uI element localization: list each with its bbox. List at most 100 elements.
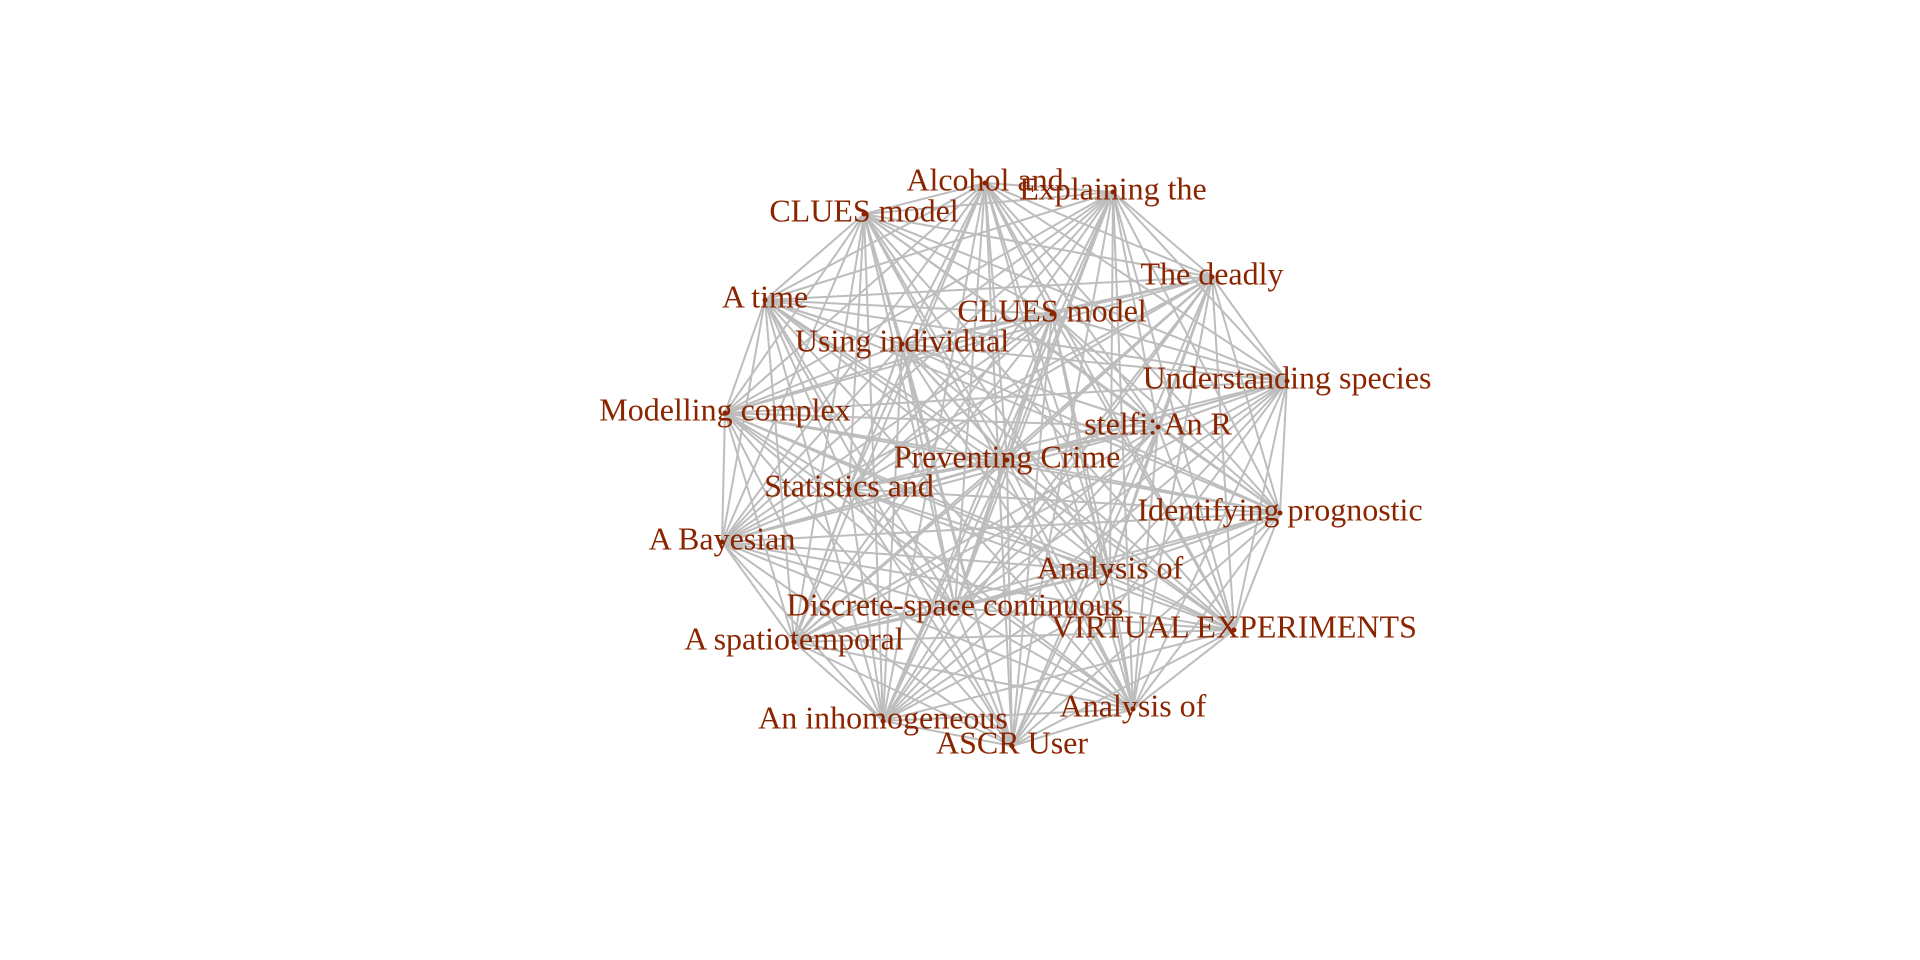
edge-n06-n21 bbox=[1011, 313, 1053, 747]
edge-n03-n12 bbox=[848, 213, 865, 490]
edge-n08-n21 bbox=[1011, 380, 1288, 747]
edge-n08-n18 bbox=[793, 380, 1288, 643]
edge-n11-n20 bbox=[882, 459, 1008, 722]
edge-n09-n20 bbox=[724, 412, 884, 722]
node-point bbox=[1231, 627, 1237, 633]
edge-n13-n19 bbox=[1132, 512, 1281, 710]
edge-n10-n14 bbox=[721, 426, 1159, 543]
node-label: A spatiotemporal bbox=[684, 620, 904, 656]
edge-n04-n17 bbox=[1211, 276, 1235, 631]
edge-n13-n14 bbox=[721, 512, 1281, 543]
edge-n12-n16 bbox=[848, 488, 956, 609]
edge-n17-n18 bbox=[793, 629, 1235, 643]
node-point bbox=[1130, 706, 1136, 712]
edge-n11-n21 bbox=[1006, 459, 1013, 747]
edge-n16-n17 bbox=[954, 607, 1235, 631]
edge-n10-n19 bbox=[1132, 426, 1159, 710]
edge-n13-n15 bbox=[1109, 512, 1281, 572]
edge-n08-n12 bbox=[848, 380, 1288, 490]
edge-n16-n21 bbox=[954, 607, 1013, 747]
edge-n15-n20 bbox=[882, 570, 1111, 722]
edge-n14-n17 bbox=[721, 541, 1235, 631]
edge-n12-n15 bbox=[848, 488, 1111, 572]
edge-n03-n05 bbox=[764, 213, 865, 301]
node-point bbox=[1107, 568, 1113, 574]
edge-n03-n04 bbox=[863, 213, 1213, 278]
edge-n03-n14 bbox=[721, 213, 865, 543]
edge-n03-n09 bbox=[724, 213, 865, 414]
node-label: Discrete-space continuous bbox=[787, 586, 1124, 622]
node-point bbox=[1009, 743, 1015, 749]
edge-n09-n12 bbox=[724, 412, 850, 490]
edge-n15-n21 bbox=[1011, 570, 1111, 747]
node-point bbox=[861, 211, 867, 217]
node-label: CLUES model bbox=[769, 192, 958, 228]
node-point bbox=[722, 410, 728, 416]
edge-n08-n15 bbox=[1109, 380, 1288, 572]
edge-n11-n12 bbox=[848, 459, 1008, 490]
node-label: A time bbox=[722, 278, 808, 314]
edge-n06-n10 bbox=[1051, 313, 1159, 428]
node-point bbox=[1004, 457, 1010, 463]
edge-n08-n09 bbox=[724, 380, 1288, 414]
edge-n19-n20 bbox=[882, 708, 1134, 722]
edge-n01-n09 bbox=[724, 182, 986, 414]
node-point bbox=[762, 297, 768, 303]
edge-n01-n02 bbox=[984, 182, 1114, 193]
edge-n11-n18 bbox=[793, 459, 1008, 643]
edge-n10-n16 bbox=[954, 426, 1159, 609]
node-point bbox=[1110, 189, 1116, 195]
edge-n02-n04 bbox=[1112, 191, 1213, 278]
node-label: Alcohol and bbox=[906, 161, 1063, 197]
node-point bbox=[846, 486, 852, 492]
node-point bbox=[982, 180, 988, 186]
edge-n11-n15 bbox=[1006, 459, 1111, 572]
edge-n13-n17 bbox=[1233, 512, 1281, 631]
edge-n14-n16 bbox=[721, 541, 956, 609]
edge-n07-n09 bbox=[724, 343, 903, 414]
edge-n08-n19 bbox=[1132, 380, 1288, 710]
edge-n05-n11 bbox=[764, 299, 1008, 461]
node-label: Explaining the bbox=[1019, 170, 1207, 206]
edge-n09-n14 bbox=[721, 412, 726, 543]
edge-n04-n21 bbox=[1011, 276, 1213, 747]
node-label: stelfi: An R bbox=[1084, 405, 1232, 441]
node-label: Identifying prognostic bbox=[1137, 491, 1422, 527]
edge-n08-n20 bbox=[882, 380, 1288, 722]
node-label: Using individual bbox=[795, 322, 1009, 358]
edge-n09-n10 bbox=[724, 412, 1159, 428]
edge-n06-n18 bbox=[793, 313, 1053, 643]
edge-n08-n16 bbox=[954, 380, 1288, 609]
node-label: Preventing Crime bbox=[894, 438, 1121, 474]
edge-n05-n18 bbox=[764, 299, 795, 643]
edge-n04-n14 bbox=[721, 276, 1213, 543]
edge-n06-n19 bbox=[1051, 313, 1134, 710]
node-point bbox=[1049, 311, 1055, 317]
edge-n03-n16 bbox=[863, 213, 956, 609]
edge-n06-n09 bbox=[724, 313, 1053, 414]
edge-n11-n13 bbox=[1006, 459, 1281, 514]
edge-n01-n07 bbox=[901, 182, 986, 345]
edge-n09-n18 bbox=[724, 412, 795, 643]
edge-n06-n20 bbox=[882, 313, 1053, 722]
edge-n02-n05 bbox=[764, 191, 1114, 301]
edge-n12-n13 bbox=[848, 488, 1281, 514]
edge-n06-n08 bbox=[1051, 313, 1288, 382]
edge-n04-n08 bbox=[1211, 276, 1288, 382]
node-label: A Bayesian bbox=[649, 520, 796, 556]
edge-n12-n14 bbox=[721, 488, 850, 543]
edge-n15-n17 bbox=[1109, 570, 1235, 631]
edge-n17-n21 bbox=[1011, 629, 1235, 747]
node-point bbox=[1209, 274, 1215, 280]
edge-n10-n13 bbox=[1157, 426, 1281, 514]
edge-n02-n03 bbox=[863, 191, 1114, 215]
edge-n12-n17 bbox=[848, 488, 1235, 631]
edge-n01-n03 bbox=[863, 182, 986, 215]
edge-n18-n19 bbox=[793, 641, 1134, 710]
edge-n10-n20 bbox=[882, 426, 1159, 722]
node-label: Analysis of bbox=[1060, 687, 1207, 723]
edge-n06-n14 bbox=[721, 313, 1053, 543]
edge-n05-n15 bbox=[764, 299, 1111, 572]
edge-n02-n16 bbox=[954, 191, 1114, 609]
